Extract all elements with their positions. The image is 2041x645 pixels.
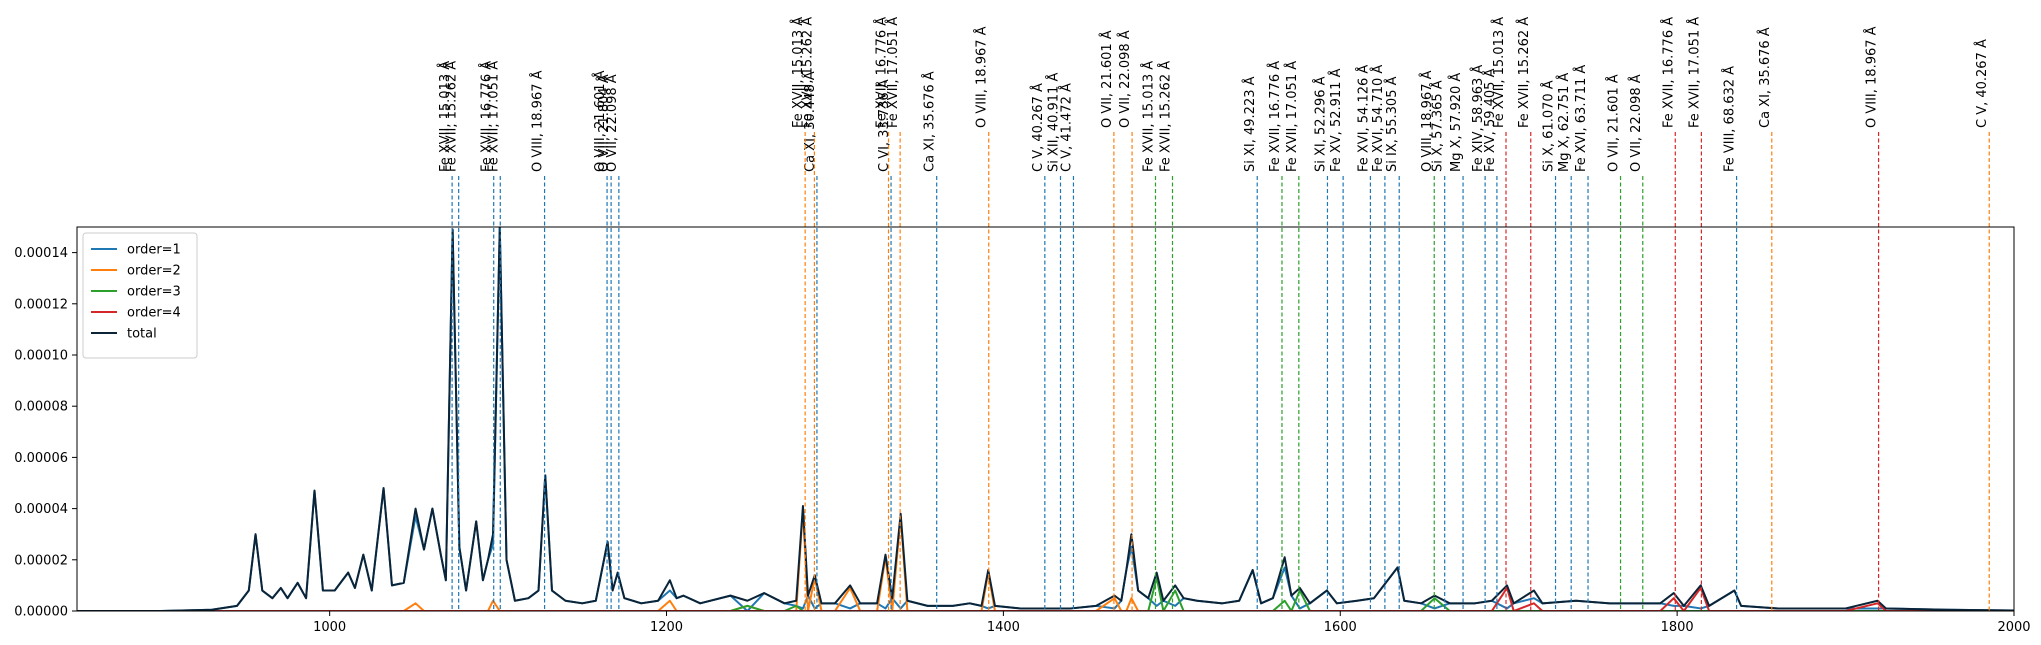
legend-box bbox=[82, 232, 198, 359]
marker-label: Fe XVII, 16.776 Å bbox=[1660, 17, 1676, 128]
marker-label: Fe XVII, 17.051 Å bbox=[485, 61, 501, 172]
marker-label: Fe XVII, 15.013 Å bbox=[437, 61, 453, 172]
marker-label: Fe XVII, 15.013 Å bbox=[790, 17, 806, 128]
marker-label: O VII, 22.098 Å bbox=[1117, 30, 1133, 128]
x-tick-label: 1800 bbox=[1661, 620, 1694, 635]
marker-label: Fe XVII, 16.776 Å bbox=[1267, 61, 1283, 172]
marker-label: Fe XVII, 17.051 Å bbox=[1686, 17, 1702, 128]
y-tick-label: 0.00002 bbox=[14, 553, 68, 568]
marker-label: Fe XVII, 15.262 Å bbox=[1516, 17, 1532, 128]
series-line bbox=[77, 227, 2014, 611]
marker-label: Fe XVII, 16.776 Å bbox=[874, 17, 890, 128]
y-tick-label: 0.00006 bbox=[14, 451, 68, 466]
marker-label: Fe XVII, 16.776 Å bbox=[479, 61, 495, 172]
marker-label: O VIII, 18.967 Å bbox=[974, 26, 990, 128]
marker-label: O VIII, 18.967 Å bbox=[1419, 70, 1435, 172]
marker-label: Mg X, 57.920 Å bbox=[1448, 73, 1464, 172]
x-tick-label: 1400 bbox=[987, 620, 1020, 635]
marker-label: Fe XVII, 15.262 Å bbox=[444, 61, 460, 172]
marker-label: Fe XVI, 63.711 Å bbox=[1573, 65, 1589, 172]
legend-label: order=3 bbox=[127, 285, 181, 300]
marker-label: Fe XVII, 17.051 Å bbox=[1284, 61, 1300, 172]
plot-area bbox=[77, 227, 2014, 611]
marker-label: Fe XVI, 54.710 Å bbox=[1370, 65, 1386, 172]
marker-label: O VIII, 18.967 Å bbox=[1864, 26, 1880, 128]
marker-label: Fe XVII, 15.013 Å bbox=[1491, 17, 1507, 128]
series-line bbox=[77, 576, 2014, 611]
marker-label: C V, 40.267 Å bbox=[1974, 39, 1990, 128]
y-tick-label: 0.00000 bbox=[14, 605, 68, 620]
marker-label: O VIII, 21.601 Å bbox=[592, 70, 608, 172]
marker-label: Fe XVII, 15.262 Å bbox=[1157, 61, 1173, 172]
marker-label: Fe XV, 52.911 Å bbox=[1328, 68, 1344, 172]
marker-label: Fe VIII, 68.632 Å bbox=[1722, 66, 1738, 172]
x-tick-label: 1600 bbox=[1324, 620, 1357, 635]
marker-label: O VII, 22.098 Å bbox=[1628, 74, 1644, 172]
marker-label: Si X, 57.365 Å bbox=[1430, 80, 1446, 172]
series-line bbox=[77, 507, 2014, 611]
marker-label: O VII, 22.098 Å bbox=[604, 74, 620, 172]
series-line bbox=[77, 227, 2014, 611]
marker-label: Si IX, 55.305 Å bbox=[1384, 76, 1400, 172]
marker-label: C V, 41.472 Å bbox=[1058, 83, 1074, 172]
marker-label: Fe XV, 59.405 Å bbox=[1482, 68, 1498, 172]
y-tick-label: 0.00012 bbox=[14, 297, 68, 312]
marker-label: O VII, 21.601 Å bbox=[1099, 30, 1115, 128]
marker-label: Si X, 61.070 Å bbox=[1541, 80, 1557, 172]
legend-label: total bbox=[127, 327, 157, 342]
x-tick-label: 1000 bbox=[313, 620, 346, 635]
y-tick-label: 0.00008 bbox=[14, 400, 68, 415]
marker-label: O VIII, 18.967 Å bbox=[530, 70, 546, 172]
marker-label: Fe XVII, 15.262 Å bbox=[799, 17, 815, 128]
marker-label: C V, 40.267 Å bbox=[1030, 83, 1046, 172]
marker-label: Si XI, 52.296 Å bbox=[1312, 76, 1328, 172]
y-tick-label: 0.00010 bbox=[14, 349, 68, 364]
marker-label: Fe XVII, 15.013 Å bbox=[1140, 61, 1156, 172]
legend-label: order=4 bbox=[127, 306, 181, 321]
legend-label: order=1 bbox=[127, 243, 181, 258]
marker-label: Si XII, 40.911 Å bbox=[1045, 73, 1061, 172]
marker-label: Fe XVI, 54.126 Å bbox=[1355, 65, 1371, 172]
marker-label: Si XI, 49.223 Å bbox=[1242, 76, 1258, 172]
marker-label: Fe XVII, 17.051 Å bbox=[885, 17, 901, 128]
y-tick-label: 0.00014 bbox=[14, 246, 68, 261]
marker-label: O VII, 21.804 Å bbox=[596, 74, 612, 172]
legend-label: order=2 bbox=[127, 264, 181, 279]
y-tick-label: 0.00004 bbox=[14, 502, 68, 517]
marker-label: O VII, 21.601 Å bbox=[1606, 74, 1622, 172]
marker-label: Ca XI, 35.676 Å bbox=[1757, 27, 1773, 128]
marker-label: Ca XI, 35.676 Å bbox=[922, 71, 938, 172]
x-tick-label: 1200 bbox=[650, 620, 683, 635]
x-tick-label: 2000 bbox=[1997, 620, 2030, 635]
axes-frame bbox=[76, 226, 2015, 612]
marker-label: Fe XIV, 58.963 Å bbox=[1470, 65, 1486, 172]
marker-label: Mg X, 62.751 Å bbox=[1556, 73, 1572, 172]
